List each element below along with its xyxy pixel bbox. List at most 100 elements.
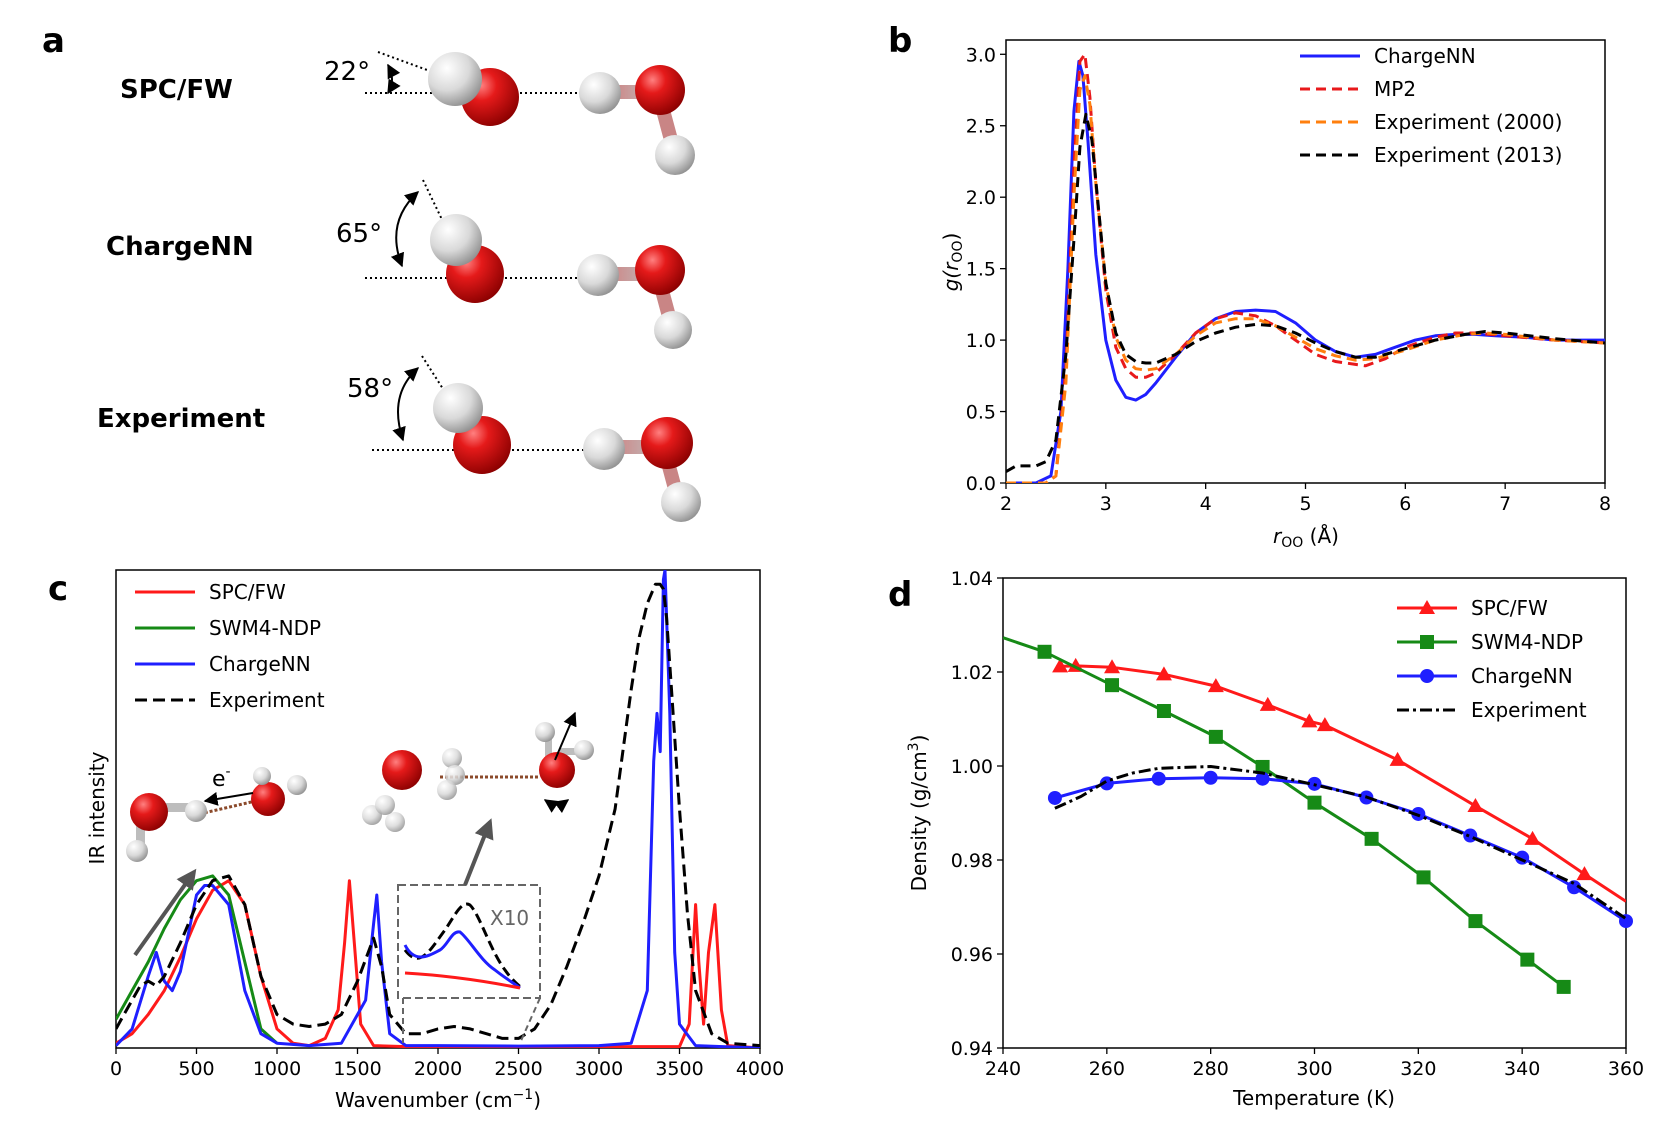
data-point-swm4-ndp <box>1208 729 1223 744</box>
data-point-swm4-ndp <box>1520 952 1535 967</box>
y-tick-label: 1.00 <box>951 756 993 778</box>
legend-label-chargenn: ChargeNN <box>209 652 311 676</box>
panel-a: a SPC/FW 22° ChargeNN 65° <box>42 21 701 522</box>
oxygen-atom <box>130 793 168 831</box>
x-tick-label: 260 <box>1089 1058 1125 1080</box>
molecule-row-chargenn: ChargeNN 65° <box>106 179 692 349</box>
data-point-swm4-ndp <box>1364 831 1379 846</box>
series-group <box>1006 52 1605 483</box>
data-point-chargenn <box>1567 880 1582 895</box>
hydrogen-atom <box>428 52 482 106</box>
data-point-spc-fw <box>1467 797 1484 812</box>
angle-label-chargenn: 65° <box>336 219 382 249</box>
panel-b-rdf-chart: b 2 3 4 5 6 7 8 0.0 0.5 1.0 1.5 2.0 2.5 3.0 g(rOO) rO… <box>888 21 1611 551</box>
y-tick-label: 1.02 <box>951 662 993 684</box>
data-point-spc-fw <box>1155 666 1172 681</box>
panel-c-ir-chart: c 0 500 1000 1500 2000 2500 3000 3500 4000 X10 <box>48 569 784 1112</box>
data-point-spc-fw <box>1301 713 1318 728</box>
legend: SPC/FW SWM4-NDP ChargeNN Experiment <box>1397 596 1587 722</box>
data-point-swm4-ndp <box>1468 914 1483 929</box>
electron-symbol: e <box>212 767 226 792</box>
data-point-spc-fw <box>1389 751 1406 766</box>
oxygen-atom <box>635 245 685 295</box>
inset-experiment-curve <box>403 902 523 990</box>
y-tick-label: 1.5 <box>966 259 996 281</box>
hydrogen-atom <box>185 800 207 822</box>
angle-arc <box>390 191 420 268</box>
data-point-chargenn <box>1463 828 1478 843</box>
x-tick-label: 240 <box>985 1058 1021 1080</box>
x-tick-label: 3500 <box>655 1058 703 1080</box>
hydrogen-atom <box>375 795 395 815</box>
hydrogen-atom <box>287 775 307 795</box>
y-tick-label: 0.0 <box>966 473 996 495</box>
x-tick-label: 7 <box>1499 493 1511 515</box>
series-line-experiment <box>116 582 760 1048</box>
molecule-row-experiment: Experiment 58° <box>97 355 701 522</box>
data-point-spc-fw <box>1052 658 1069 673</box>
inset-connector <box>519 997 541 1044</box>
panel-b-letter: b <box>888 21 912 61</box>
data-point-swm4-ndp <box>1037 644 1052 659</box>
data-point-spc-fw <box>1259 696 1276 711</box>
data-point-swm4-ndp <box>1156 704 1171 719</box>
legend-label-experiment: Experiment <box>1471 698 1587 722</box>
x-tick-label: 1000 <box>253 1058 301 1080</box>
hydrogen-atom <box>126 840 148 862</box>
x-tick-label: 2500 <box>494 1058 542 1080</box>
x-tick-label: 340 <box>1504 1058 1540 1080</box>
legend-label-spc-fw: SPC/FW <box>1471 596 1548 620</box>
hydrogen-atom <box>437 780 457 800</box>
electron-transfer-arrow <box>203 792 254 806</box>
x-tick-label: 360 <box>1608 1058 1644 1080</box>
electron-charge: - <box>226 764 231 780</box>
x-tick-label: 300 <box>1296 1058 1332 1080</box>
row-label-chargenn: ChargeNN <box>106 232 254 262</box>
x-tick-label: 0 <box>110 1058 122 1080</box>
electron-label: e- <box>212 764 231 792</box>
hydrogen-atom <box>253 767 271 785</box>
legend-label-experiment: Experiment <box>209 688 325 712</box>
series-group <box>1003 636 1633 994</box>
hydrogen-atom <box>577 254 619 296</box>
legend-label-experiment-2013: Experiment (2013) <box>1374 143 1562 167</box>
data-point-swm4-ndp <box>1105 678 1120 693</box>
pointer-arrow <box>133 868 197 957</box>
bond <box>560 748 585 755</box>
panel-c-letter: c <box>48 569 68 609</box>
legend-label-swm4-ndp: SWM4-NDP <box>1471 630 1583 654</box>
inset-chargenn-curve <box>403 930 521 990</box>
dimer-illustration-left: e- <box>126 764 307 957</box>
data-point-chargenn <box>1255 771 1270 786</box>
data-point-spc-fw <box>1524 830 1541 845</box>
legend-label-chargenn: ChargeNN <box>1471 664 1573 688</box>
y-tick-label: 2.5 <box>966 116 996 138</box>
y-tick-label: 0.98 <box>951 850 993 872</box>
dimer-illustration-right <box>362 711 594 886</box>
angle-label-experiment: 58° <box>347 374 393 404</box>
y-tick-label: 0.96 <box>951 944 993 966</box>
data-point-chargenn <box>1047 790 1062 805</box>
bond <box>150 803 195 812</box>
x-axis-label: rOO (Å) <box>1273 524 1339 551</box>
x-tick-label: 6 <box>1399 493 1411 515</box>
x-tick-label: 3000 <box>575 1058 623 1080</box>
legend-label-experiment-2000: Experiment (2000) <box>1374 110 1562 134</box>
angle-label-spcfw: 22° <box>324 57 370 87</box>
data-point-swm4-ndp <box>1307 795 1322 810</box>
legend-marker-chargenn <box>1420 669 1434 683</box>
series-line-swm4-ndp <box>1003 636 1565 989</box>
y-tick-label: 0.5 <box>966 402 996 424</box>
vibration-arc-arrow <box>543 799 570 814</box>
series-line-spc-fw <box>116 879 760 1048</box>
hydrogen-atom <box>433 383 483 433</box>
x-tick-label: 280 <box>1193 1058 1229 1080</box>
legend: SPC/FW SWM4-NDP ChargeNN Experiment <box>135 580 325 712</box>
data-point-swm4-ndp <box>1416 870 1431 885</box>
row-label-experiment: Experiment <box>97 404 265 434</box>
x-tick-label: 4 <box>1200 493 1212 515</box>
series-line-swm4-ndp <box>116 874 278 1045</box>
inset-label: X10 <box>490 906 529 930</box>
series-line-experiment-2000 <box>1006 74 1605 483</box>
hydrogen-atom <box>574 740 594 760</box>
